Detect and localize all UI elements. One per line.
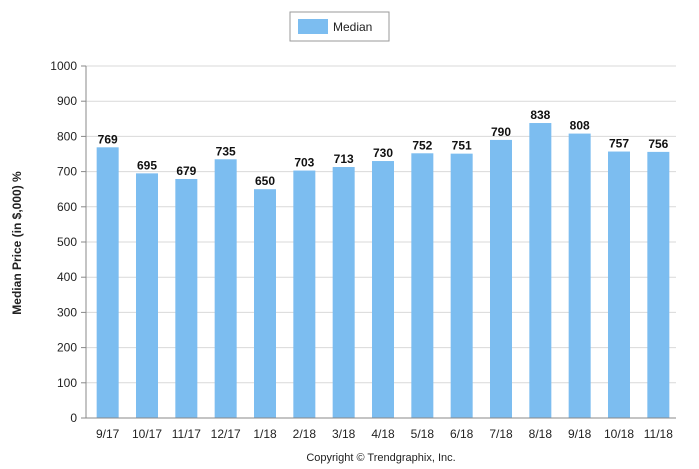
- x-tick-label: 9/18: [568, 427, 592, 441]
- data-label: 695: [137, 158, 157, 172]
- x-tick-label: 10/18: [604, 427, 634, 441]
- copyright-text: Copyright © Trendgraphix, Inc.: [306, 452, 455, 464]
- y-tick-label: 900: [57, 94, 77, 108]
- bar: [175, 178, 198, 418]
- data-label: 757: [609, 137, 629, 151]
- bar: [254, 189, 276, 418]
- bar: [450, 153, 473, 418]
- data-label: 808: [570, 119, 590, 133]
- bar: [647, 151, 670, 418]
- bar: [608, 151, 630, 418]
- bars: [96, 123, 670, 419]
- y-tick-label: 1000: [50, 59, 77, 73]
- bar: [96, 147, 119, 418]
- legend: Median: [289, 11, 390, 42]
- x-tick-label: 4/18: [371, 427, 395, 441]
- data-label: 650: [255, 174, 275, 188]
- bar: [214, 159, 237, 418]
- bar: [411, 153, 434, 418]
- data-label: 735: [216, 144, 236, 158]
- x-tick-label: 11/17: [172, 427, 201, 441]
- x-tick-label: 5/18: [411, 427, 435, 441]
- data-label: 751: [452, 139, 472, 153]
- y-tick-label: 600: [57, 200, 77, 214]
- y-tick-label: 300: [57, 305, 77, 319]
- legend-swatch: [298, 19, 328, 34]
- legend-label: Median: [333, 20, 372, 34]
- y-tick-label: 700: [57, 165, 77, 179]
- data-label: 769: [98, 132, 118, 146]
- bar: [490, 139, 512, 419]
- x-tick-labels: 9/17 10/17 11/17 12/17 1/18 2/18 3/18 4/18 5/18 6…: [96, 427, 673, 441]
- data-labels: 769 695 679 735 650 703 713 730 752 751 790 838 808 7…: [98, 108, 669, 188]
- y-tick-label: 400: [57, 270, 77, 284]
- x-tick-label: 12/17: [211, 427, 241, 441]
- y-tick-label: 100: [57, 376, 77, 390]
- x-tick-label: 6/18: [450, 427, 474, 441]
- x-tick-label: 1/18: [253, 427, 277, 441]
- axes: [85, 66, 676, 419]
- bar: [372, 161, 394, 419]
- bar: [568, 133, 591, 419]
- bar: [136, 173, 158, 418]
- x-tick-label: 9/17: [96, 427, 120, 441]
- y-tick-label: 0: [70, 411, 77, 425]
- y-tick-label: 800: [57, 129, 77, 143]
- data-label: 703: [294, 156, 314, 170]
- x-tick-label: 8/18: [529, 427, 553, 441]
- bar: [332, 167, 355, 418]
- y-tick-label: 500: [57, 235, 77, 249]
- bar: [529, 123, 552, 419]
- data-label: 790: [491, 125, 511, 139]
- data-label: 679: [176, 164, 196, 178]
- x-tick-label: 3/18: [332, 427, 356, 441]
- x-tick-label: 2/18: [293, 427, 317, 441]
- y-tick-label: 200: [57, 341, 77, 355]
- data-label: 730: [373, 146, 393, 160]
- x-tick-label: 7/18: [489, 427, 513, 441]
- data-label: 713: [334, 152, 354, 166]
- data-label: 838: [530, 108, 550, 122]
- bar: [293, 170, 316, 418]
- data-label: 756: [648, 137, 668, 151]
- x-tick-label: 10/17: [132, 427, 162, 441]
- y-tick-labels: 0 100 200 300 400 500 600 700 800 900 1000: [50, 59, 77, 425]
- data-label: 752: [412, 138, 432, 152]
- x-tick-label: 11/18: [644, 427, 673, 441]
- y-axis-title: Median Price (in $,000) %: [10, 171, 24, 315]
